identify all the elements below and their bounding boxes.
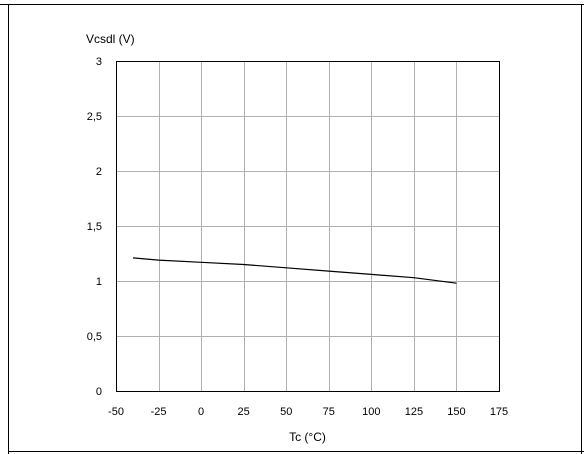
y-tick-labels: 0 0,5 1 1,5 2 2,5 3 — [87, 56, 102, 398]
grid-lines — [116, 61, 499, 391]
y-tick-label: 0 — [96, 386, 102, 398]
y-tick-label: 2 — [96, 166, 102, 178]
x-tick-label: 150 — [447, 406, 465, 418]
y-tick-label: 0,5 — [87, 331, 102, 343]
x-tick-label: 125 — [405, 406, 423, 418]
x-tick-label: -25 — [151, 406, 167, 418]
y-tick-label: 1 — [96, 276, 102, 288]
x-tick-label: 25 — [238, 406, 250, 418]
x-tick-label: 0 — [198, 406, 204, 418]
x-tick-label: 75 — [323, 406, 335, 418]
y-tick-label: 3 — [96, 56, 102, 68]
x-axis-title: Tc (°C) — [289, 430, 326, 444]
x-tick-labels: -50 -25 0 25 50 75 100 125 150 175 — [108, 406, 508, 418]
x-tick-label: 100 — [362, 406, 380, 418]
plot-area-border — [116, 61, 500, 392]
y-tick-label: 2,5 — [87, 111, 102, 123]
y-tick-label: 1,5 — [87, 221, 102, 233]
y-axis-title: Vcsdl (V) — [86, 32, 135, 46]
x-tick-label: -50 — [108, 406, 124, 418]
x-tick-label: 50 — [280, 406, 292, 418]
x-tick-label: 175 — [490, 406, 508, 418]
series-group — [132, 257, 457, 284]
series-line — [132, 257, 457, 284]
